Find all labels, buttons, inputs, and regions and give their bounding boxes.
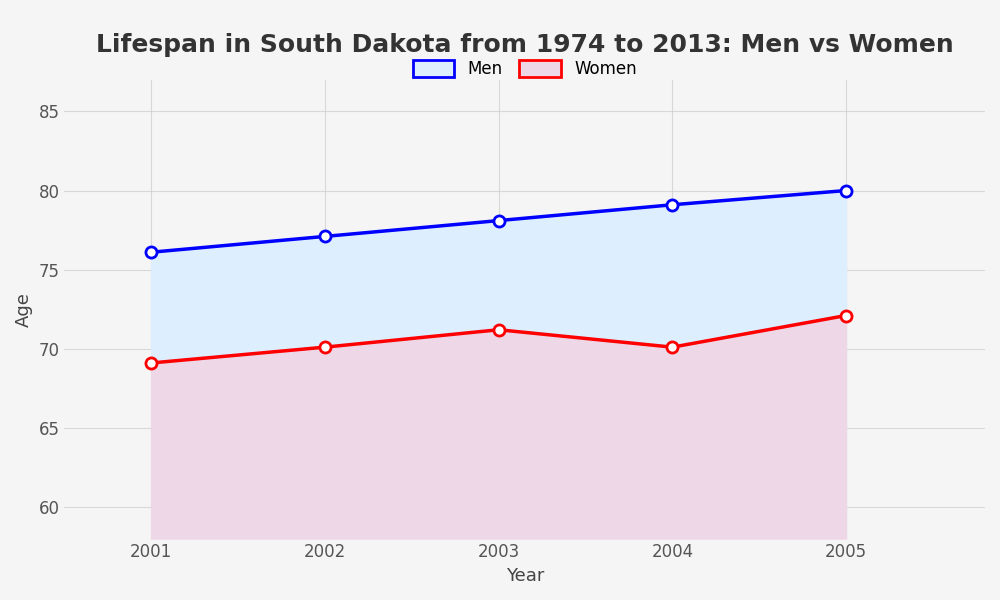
Y-axis label: Age: Age xyxy=(15,292,33,326)
Legend: Men, Women: Men, Women xyxy=(404,52,645,86)
X-axis label: Year: Year xyxy=(506,567,544,585)
Title: Lifespan in South Dakota from 1974 to 2013: Men vs Women: Lifespan in South Dakota from 1974 to 20… xyxy=(96,33,954,57)
